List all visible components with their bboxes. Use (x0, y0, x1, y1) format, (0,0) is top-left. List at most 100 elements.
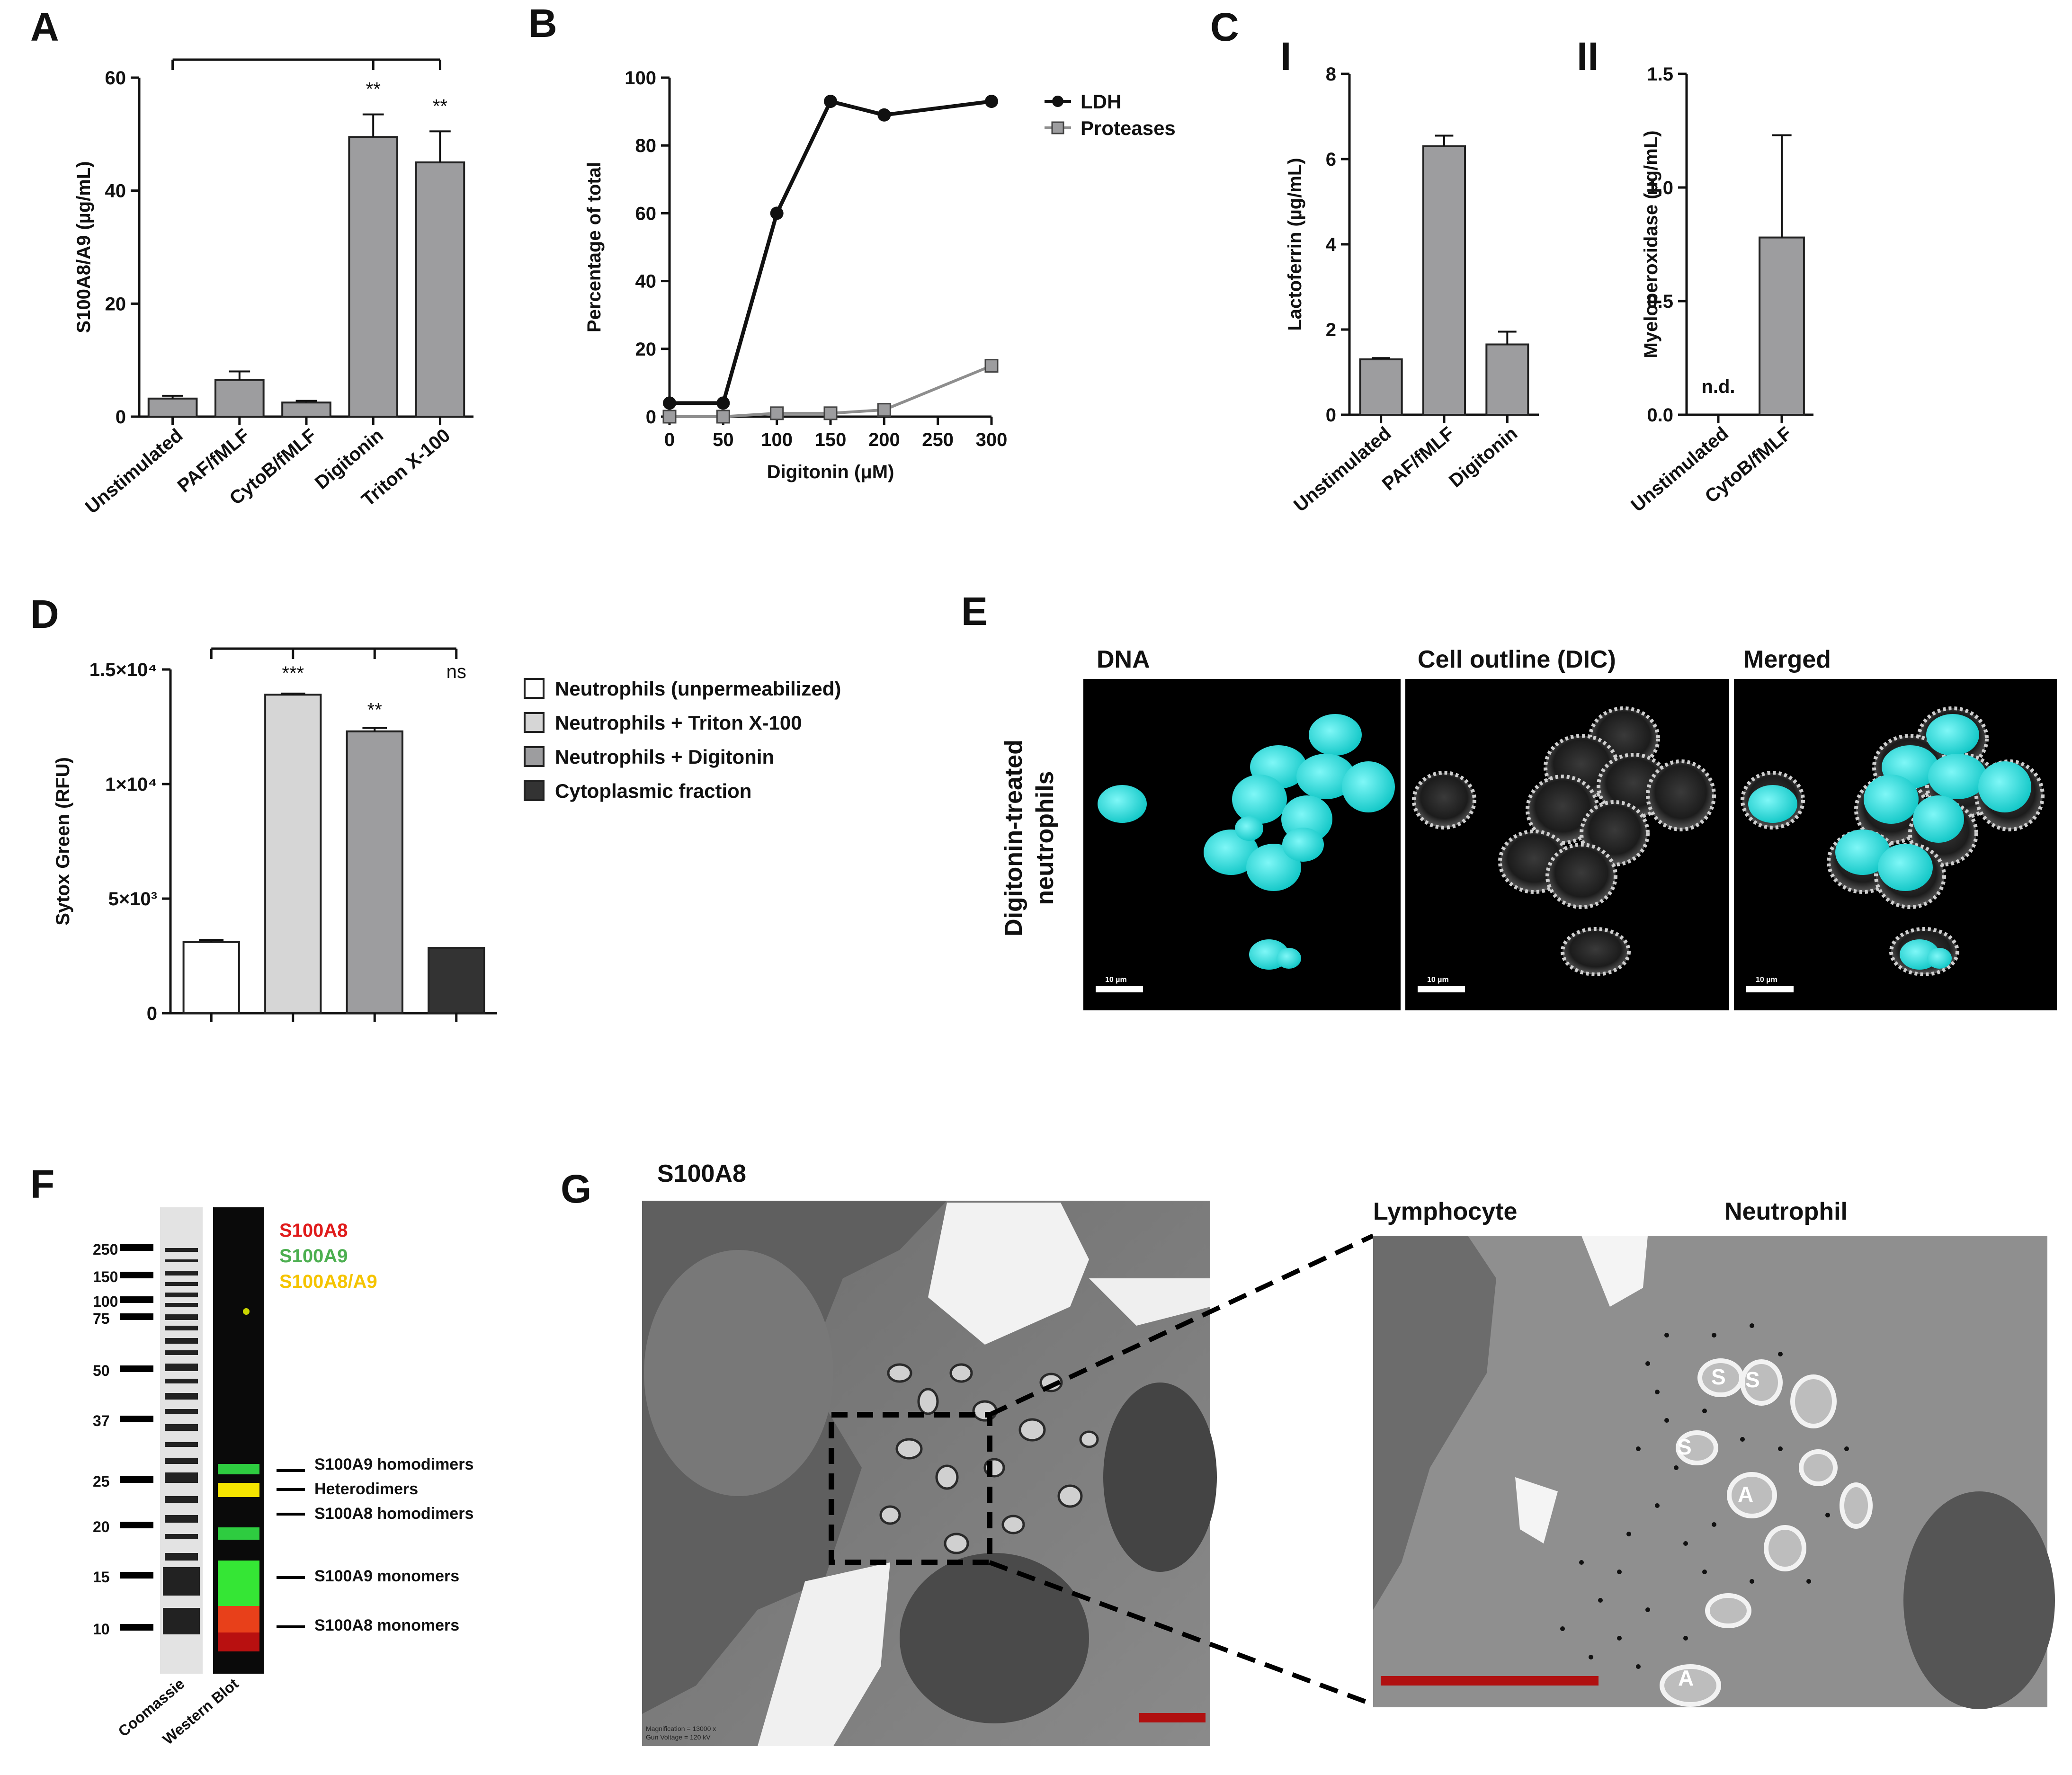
b-point-proteases (984, 359, 999, 373)
A-significance: ** (366, 79, 381, 100)
panel-g-title: S100A8 (657, 1160, 746, 1187)
b-xlabel: Digitonin (μM) (767, 462, 894, 482)
ladder-marks (120, 1244, 153, 1631)
b-point-proteases (716, 410, 730, 424)
b-point-ldh (663, 396, 676, 410)
C-II-ylabel: Myeloperoxidase (µg/mL) (1641, 131, 1661, 358)
panel-letter-d: D (30, 592, 59, 636)
ladder-150: 150 (93, 1268, 118, 1285)
b-point-ldh (770, 206, 784, 220)
C-I-category-label: Unstimulated (1290, 423, 1395, 516)
d-bar (346, 730, 403, 1015)
chart-d: 0 5×10³ 1×10⁴ 1.5×10⁴ Sytox Green (RFU) Neutr… (53, 647, 841, 1024)
panel-letter-c: C (1210, 5, 1239, 49)
ladder-25: 25 (93, 1473, 110, 1490)
b-ylabel: Percentage of total (584, 162, 605, 332)
panel-e-title-dna: DNA (1097, 646, 1150, 673)
d-ytick-label: 0 (147, 1003, 157, 1024)
neutrophil-label: Neutrophil (1724, 1198, 1848, 1225)
panel-e-microscopy: DNA Cell outline (DIC) Merged Digitonin-… (1000, 646, 2057, 1010)
A-ytick-label: 40 (105, 181, 126, 202)
d-bar (182, 941, 240, 1014)
C-II-ytick-label: 1.5 (1647, 64, 1673, 85)
b-point-proteases (823, 406, 838, 420)
C-I-bar (1422, 145, 1466, 416)
C-I-ylabel: Lactoferrin (µg/mL) (1285, 158, 1305, 330)
A-ytick-label: 0 (116, 407, 126, 428)
A-bar (415, 161, 465, 418)
band-heterodimers: Heterodimers (314, 1480, 418, 1498)
panel-g-em: S100A8 Lymphocyte Neutrophil (642, 1160, 2055, 1746)
b-point-ldh (716, 396, 730, 410)
panel-e-row-label-1: Digitonin-treated (1000, 740, 1027, 937)
b-xtick-label: 0 (664, 429, 675, 450)
b-xtick-label: 200 (868, 429, 900, 450)
panel-e-title-dic: Cell outline (DIC) (1418, 646, 1616, 673)
ladder-75: 75 (93, 1310, 110, 1327)
marker-s-2: S (1745, 1367, 1760, 1392)
d-ytick-label: 1×10⁴ (105, 774, 157, 795)
b-ytick-label: 20 (635, 339, 657, 360)
C-I-ytick-label: 6 (1326, 149, 1336, 170)
d-legend-label: Neutrophils + Triton X-100 (555, 712, 802, 734)
b-point-ldh (985, 95, 998, 108)
em-zoom-image: S S S A A (1373, 1236, 2055, 1709)
em-footer-line2: Gun Voltage = 120 kV (646, 1733, 711, 1741)
marker-a-1: A (1738, 1482, 1753, 1507)
b-xtick-label: 100 (761, 429, 793, 450)
d-bar (428, 947, 485, 1015)
panel-f-gel: 250 150 100 75 50 37 25 20 15 10 (93, 1207, 473, 1748)
ladder-10: 10 (93, 1621, 110, 1638)
A-bar (281, 401, 331, 418)
ladder-15: 15 (93, 1569, 110, 1586)
b-ytick-label: 40 (635, 271, 657, 292)
merged-image: 10 µm (1734, 679, 2057, 1010)
marker-s-3: S (1677, 1435, 1692, 1459)
b-point-proteases (662, 410, 677, 424)
A-ytick-label: 60 (105, 68, 126, 89)
C-I-ytick-label: 8 (1326, 64, 1336, 85)
d-ylabel: Sytox Green (RFU) (53, 757, 73, 926)
b-point-ldh (824, 95, 837, 108)
b-point-proteases (877, 403, 891, 417)
band-marks (277, 1469, 305, 1628)
coomassie-lane (160, 1207, 203, 1674)
em-overview-image: Magnification = 13000 x Gun Voltage = 12… (642, 1201, 1217, 1746)
A-bar (214, 379, 265, 418)
c-ii-nd-label: n.d. (1701, 376, 1735, 397)
b-ytick-label: 100 (625, 68, 656, 89)
C-I-category-label: Digitonin (1445, 423, 1521, 491)
marker-a-2: A (1678, 1666, 1694, 1690)
em-footer-line1: Magnification = 13000 x (646, 1725, 716, 1732)
b-legend-marker (1052, 96, 1063, 107)
lymphocyte-label: Lymphocyte (1373, 1198, 1517, 1225)
d-ytick-label: 5×10³ (108, 889, 157, 910)
b-ytick-label: 0 (646, 407, 656, 428)
A-category-label: Unstimulated (81, 425, 187, 518)
panel-letter-b: B (528, 1, 557, 45)
b-xtick-label: 50 (713, 429, 734, 450)
panel-letter-f: F (30, 1162, 54, 1206)
c-i-label: I (1280, 34, 1291, 79)
d-legend-label: Neutrophils + Digitonin (555, 746, 774, 768)
A-ylabel: S100A8/A9 (µg/mL) (73, 161, 94, 333)
d-legend-label: Cytoplasmic fraction (555, 780, 751, 802)
C-II-ytick-label: 0.5 (1647, 291, 1673, 312)
western-blot-lane (213, 1207, 264, 1674)
band-s100a9-homodimers: S100A9 homodimers (314, 1455, 473, 1473)
b-xtick-label: 300 (976, 429, 1008, 450)
panel-letter-a: A (30, 5, 59, 49)
b-ytick-label: 80 (635, 135, 657, 156)
C-I-ytick-label: 2 (1326, 320, 1336, 340)
panel-e-title-merged: Merged (1743, 646, 1831, 673)
A-bar (348, 136, 399, 418)
b-point-proteases (770, 406, 784, 420)
d-legend-label: Neutrophils (unpermeabilized) (555, 678, 841, 700)
band-s100a9-monomers: S100A9 monomers (314, 1567, 459, 1585)
d-ytick-label: 1.5×10⁴ (89, 660, 157, 680)
C-II-ytick-label: 1.0 (1647, 178, 1673, 198)
b-legend-marker (1051, 121, 1064, 134)
panel-letter-e: E (961, 589, 988, 633)
